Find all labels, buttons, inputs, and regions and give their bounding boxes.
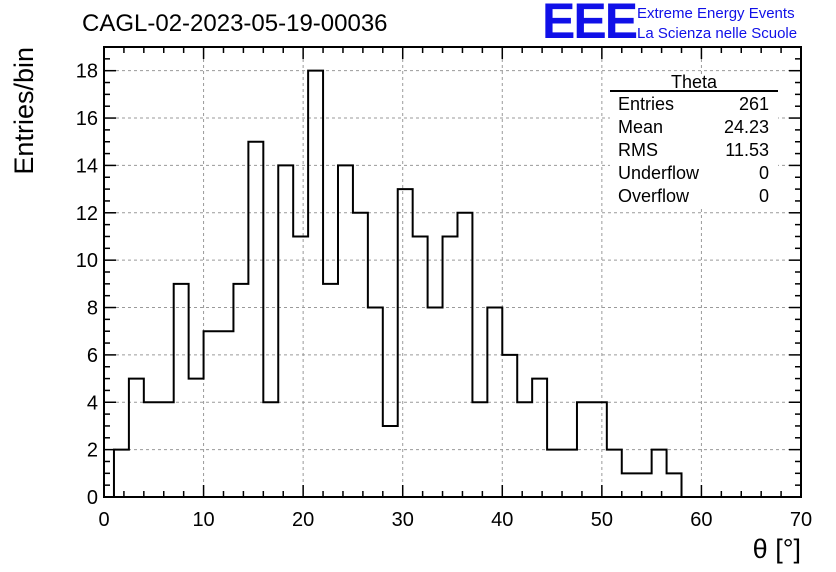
page-title: CAGL-02-2023-05-19-00036	[82, 10, 388, 37]
y-tick-label: 14	[76, 155, 98, 177]
x-tick-label: 10	[192, 509, 214, 531]
y-tick-label: 8	[87, 298, 98, 320]
stats-row-label: RMS	[618, 140, 658, 160]
x-axis-label: θ [°]	[753, 534, 801, 564]
y-tick-label: 2	[87, 440, 98, 462]
y-axis-label: Entries/bin	[9, 47, 39, 175]
y-tick-label: 12	[76, 203, 98, 225]
y-tick-labels: 0 2 4 6 8 10 12 14 16 18	[76, 61, 98, 509]
grid-lines	[104, 47, 801, 497]
x-tick-label: 30	[392, 509, 414, 531]
stats-box: Theta Entries 261 Mean 24.23 RMS 11.53 Underfl…	[610, 72, 778, 206]
stats-row-value: 0	[759, 186, 769, 206]
x-tick-label: 20	[292, 509, 314, 531]
y-tick-label: 4	[87, 392, 98, 414]
histogram-outline	[112, 69, 683, 497]
stats-row-value: 24.23	[724, 117, 769, 137]
stats-box-title: Theta	[671, 72, 718, 92]
stats-row-label: Overflow	[618, 186, 690, 206]
x-tick-labels: 0 10 20 30 40 50 60 70	[98, 509, 812, 531]
stats-row-label: Entries	[618, 94, 674, 114]
logo-subtitle-line1: Extreme Energy Events	[637, 5, 795, 22]
stats-box-rows: Entries 261 Mean 24.23 RMS 11.53 Underflow 0 Ove…	[618, 94, 769, 206]
logo-subtitle-line2: La Scienza nelle Scuole	[637, 25, 798, 42]
x-tick-label: 50	[591, 509, 613, 531]
x-tick-label: 60	[690, 509, 712, 531]
y-tick-label: 18	[76, 61, 98, 83]
y-tick-label: 10	[76, 250, 98, 272]
stats-row-label: Underflow	[618, 163, 700, 183]
x-tick-label: 70	[790, 509, 812, 531]
y-tick-label: 16	[76, 108, 98, 130]
y-tick-label: 0	[87, 487, 98, 509]
x-tick-label: 0	[98, 509, 109, 531]
stats-row-label: Mean	[618, 117, 663, 137]
y-tick-label: 6	[87, 345, 98, 367]
x-tick-label: 40	[491, 509, 513, 531]
stats-row-value: 0	[759, 163, 769, 183]
stats-row-value: 261	[739, 94, 769, 114]
stats-row-value: 11.53	[725, 140, 769, 160]
axis-ticks	[103, 46, 802, 498]
eee-logo-mark: EEE	[542, 0, 638, 49]
stats-box-background	[610, 76, 778, 206]
